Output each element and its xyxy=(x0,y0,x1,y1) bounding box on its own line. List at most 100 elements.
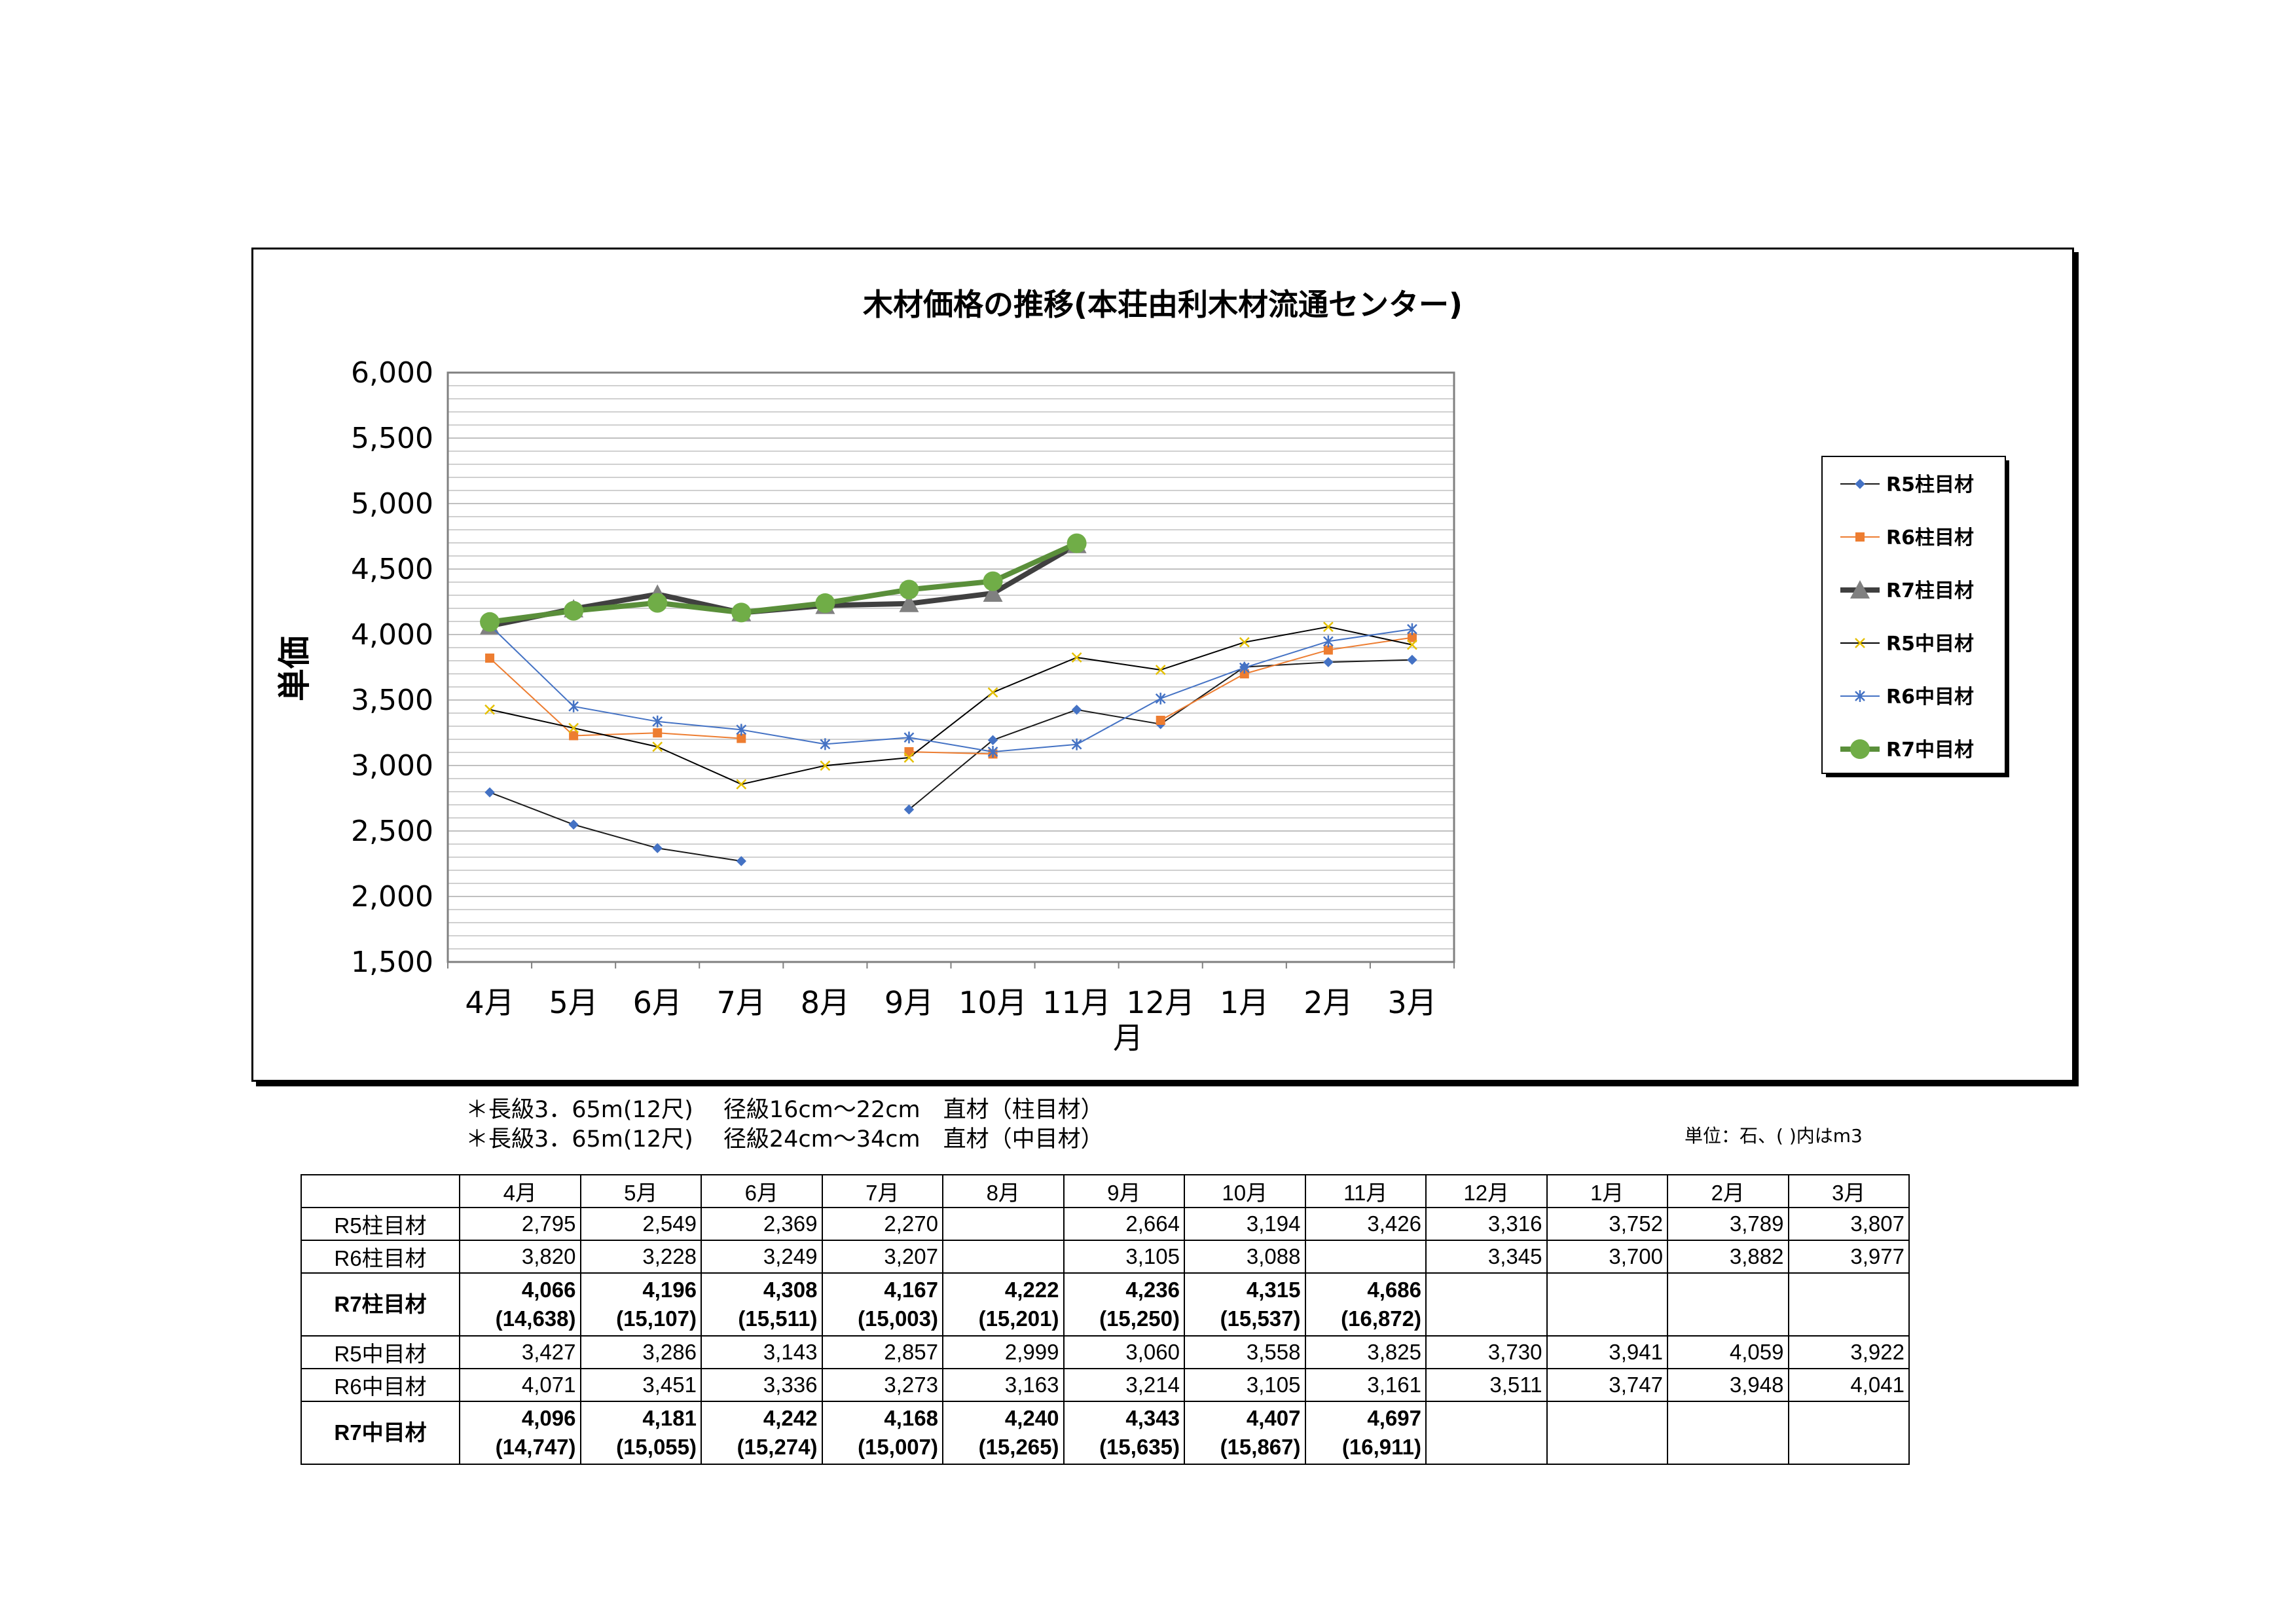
legend-box xyxy=(1821,456,2006,774)
table-cell: 3,194 xyxy=(1184,1207,1306,1241)
price-per-koku: 4,315 xyxy=(1246,1278,1301,1302)
data-point xyxy=(903,731,915,744)
data-point xyxy=(1855,638,1865,648)
table-cell: 4,059 xyxy=(1667,1335,1789,1369)
data-point xyxy=(1850,739,1870,759)
data-point xyxy=(568,819,579,830)
table-cell: 4,096 (14,747) xyxy=(459,1401,581,1465)
table-row: R6中目材 4,071 3,451 3,336 3,273 3,163 3,214 3,105… xyxy=(301,1368,1910,1402)
table-cell: 4,168 (15,007) xyxy=(821,1401,943,1465)
table-cell: 3,207 xyxy=(821,1240,943,1274)
table-row: R7中目材 4,096 (14,747) 4,181 (15,055) 4,242 (15,… xyxy=(301,1401,1910,1465)
series-line xyxy=(909,751,993,755)
table-cell: 4,236 (15,250) xyxy=(1063,1272,1185,1337)
data-point xyxy=(1156,716,1165,725)
table-cell: 4,240 (15,265) xyxy=(942,1401,1065,1465)
price-table: 4月 5月 6月 7月 8月 9月 10月 11月 12月 1月 2月 3月 R5柱目材 2,795 2,… xyxy=(301,1174,1910,1465)
table-cell: 2,664 xyxy=(1063,1207,1185,1241)
data-point xyxy=(983,583,1003,602)
y-tick-label: 5,000 xyxy=(351,487,433,521)
table-cell: 3,427 xyxy=(459,1335,581,1369)
price-per-m3: (15,265) xyxy=(978,1435,1059,1459)
legend-item: R5柱目材 xyxy=(1840,473,1974,496)
y-tick-label: 4,500 xyxy=(351,553,433,586)
data-point xyxy=(1855,479,1865,489)
data-point xyxy=(820,738,831,750)
table-cell: 3,747 xyxy=(1546,1368,1668,1402)
table-cell: 3,941 xyxy=(1546,1335,1668,1369)
data-point xyxy=(899,593,919,612)
series-line xyxy=(489,657,742,739)
data-point xyxy=(1855,532,1865,542)
table-header-cell: 9月 xyxy=(1063,1174,1185,1208)
x-tick-label: 10月 xyxy=(958,985,1027,1020)
data-point xyxy=(1066,533,1087,553)
y-tick-label: 1,500 xyxy=(351,946,433,979)
x-tick-label: 9月 xyxy=(884,985,934,1020)
price-per-m3: (15,007) xyxy=(858,1435,938,1459)
x-tick-label: 6月 xyxy=(633,985,682,1020)
table-cell: 3,143 xyxy=(701,1335,823,1369)
note-line-2: ＊長級3．65m(12尺) 径級24cm～34cm 直材（中目材） xyxy=(465,1126,1104,1153)
price-per-koku: 4,167 xyxy=(884,1278,938,1302)
table-cell: 4,222 (15,201) xyxy=(942,1272,1065,1337)
row-label: R7中目材 xyxy=(301,1401,460,1465)
data-point xyxy=(1407,639,1417,650)
data-point xyxy=(568,722,579,733)
table-cell: 4,181 (15,055) xyxy=(579,1401,702,1465)
table-header-cell: 12月 xyxy=(1425,1174,1548,1208)
price-per-koku: 4,168 xyxy=(884,1406,938,1430)
y-axis-label: 単価 xyxy=(276,636,314,701)
data-point xyxy=(1239,661,1250,674)
data-point xyxy=(987,746,998,758)
row-label: R6柱目材 xyxy=(301,1240,460,1274)
table-corner-cell xyxy=(301,1174,460,1208)
table-cell: 4,407 (15,867) xyxy=(1184,1401,1306,1465)
table-cell xyxy=(1667,1272,1789,1337)
table-cell xyxy=(1546,1272,1668,1337)
data-point xyxy=(1155,692,1166,705)
price-per-m3: (15,003) xyxy=(858,1306,938,1331)
series-4 xyxy=(484,621,1417,790)
table-header-cell: 3月 xyxy=(1787,1174,1910,1208)
series-6 xyxy=(480,533,1087,632)
price-per-koku: 4,222 xyxy=(1004,1278,1059,1302)
table-cell: 3,163 xyxy=(942,1368,1065,1402)
y-tick-label: 2,000 xyxy=(351,880,433,913)
price-per-koku: 4,236 xyxy=(1125,1278,1180,1302)
y-tick-label: 5,500 xyxy=(351,422,433,455)
y-tick-label: 4,000 xyxy=(351,618,433,652)
price-per-m3: (16,911) xyxy=(1341,1435,1421,1459)
table-cell xyxy=(1667,1401,1789,1465)
y-tick-label: 6,000 xyxy=(351,356,433,390)
table-cell: 3,807 xyxy=(1787,1207,1910,1241)
row-label: R7柱目材 xyxy=(301,1272,460,1337)
table-cell: 4,066 (14,638) xyxy=(459,1272,581,1337)
data-point xyxy=(903,752,915,763)
data-point xyxy=(899,580,919,600)
table-cell xyxy=(942,1240,1065,1274)
table-cell: 3,730 xyxy=(1425,1335,1548,1369)
table-row: R5柱目材 2,795 2,549 2,369 2,270 2,664 3,194 3,426… xyxy=(301,1207,1910,1241)
table-cell: 2,549 xyxy=(579,1207,702,1241)
data-point xyxy=(737,733,746,743)
data-point xyxy=(1071,652,1082,663)
data-point xyxy=(1323,657,1334,667)
data-point xyxy=(820,760,831,771)
table-header-cell: 5月 xyxy=(579,1174,702,1208)
plot-area xyxy=(447,372,1455,963)
table-cell: 3,060 xyxy=(1063,1335,1185,1369)
table-cell: 3,214 xyxy=(1063,1368,1185,1402)
data-point xyxy=(736,779,747,790)
data-point xyxy=(983,571,1003,591)
table-cell xyxy=(1425,1401,1548,1465)
table-cell: 4,308 (15,511) xyxy=(701,1272,823,1337)
table-cell xyxy=(942,1207,1065,1241)
data-point xyxy=(1322,621,1334,633)
price-per-koku: 4,242 xyxy=(763,1406,818,1430)
data-point xyxy=(1322,635,1334,648)
y-tick-label: 3,000 xyxy=(351,749,433,783)
price-per-m3: (15,537) xyxy=(1220,1306,1301,1331)
price-per-koku: 4,240 xyxy=(1004,1406,1059,1430)
table-cell: 3,249 xyxy=(701,1240,823,1274)
